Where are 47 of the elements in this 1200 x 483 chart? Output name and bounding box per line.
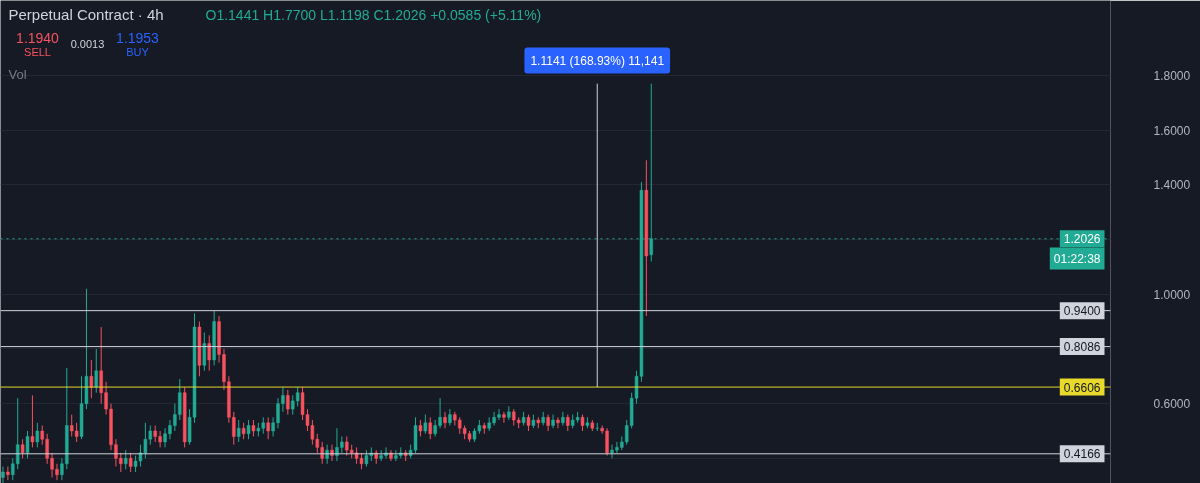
ref-line-label: 0.4166 (1063, 447, 1101, 462)
candlestick (561, 411, 565, 427)
candlestick (556, 416, 560, 429)
candlestick (428, 416, 432, 440)
candlestick (295, 386, 300, 407)
candlestick (286, 389, 290, 416)
annotation: 1.1953 (116, 29, 160, 46)
candlestick (448, 408, 452, 427)
y-tick-label: 1.0000 (1153, 287, 1191, 302)
annotation: 1.1940 (16, 29, 60, 46)
candlestick (236, 419, 241, 443)
y-tick-label: 1.8000 (1153, 68, 1191, 83)
ref-line-label: 0.6606 (1063, 380, 1101, 395)
candlestick (423, 414, 428, 435)
candlestick (202, 332, 207, 372)
ref-line-label: 0.9400 (1063, 304, 1101, 319)
annotation: O1.1441 H1.7700 L1.1198 C1.2026 +0.0585 (+5.11%) (205, 6, 542, 23)
candlestick (246, 419, 251, 440)
chart-title: Perpetual Contract · 4h (8, 6, 164, 23)
candlestick (502, 411, 506, 424)
candlestick (330, 444, 334, 462)
y-tick-label: 0.6000 (1153, 397, 1191, 412)
ref-line-label: 0.8086 (1063, 340, 1101, 355)
annotation: Vol (8, 67, 27, 82)
candlestick (30, 394, 35, 448)
candlestick (74, 422, 79, 443)
annotation: SELL (24, 45, 51, 58)
candlestick (89, 359, 94, 399)
annotation: BUY (126, 45, 150, 58)
annotation: 01:22:38 (1053, 251, 1101, 266)
candlestick (128, 452, 133, 473)
candlestick (124, 449, 128, 470)
annotation: 1.1141 (168.93%) 11,141 (530, 53, 665, 68)
candlestick (325, 444, 329, 465)
y-tick-label: 1.6000 (1153, 123, 1191, 138)
annotation: 0.0013 (70, 37, 105, 50)
y-tick-label: 1.4000 (1153, 178, 1191, 193)
candlestick (94, 348, 98, 394)
candlestick (20, 438, 25, 459)
candlestick (35, 422, 40, 448)
candlestick (207, 334, 211, 372)
candlestick (6, 466, 10, 481)
candlestick (25, 430, 30, 459)
ref-line-label: 1.2026 (1063, 232, 1101, 247)
candlestick (1, 466, 5, 483)
candlestick (443, 411, 447, 429)
candlestick (266, 416, 270, 440)
